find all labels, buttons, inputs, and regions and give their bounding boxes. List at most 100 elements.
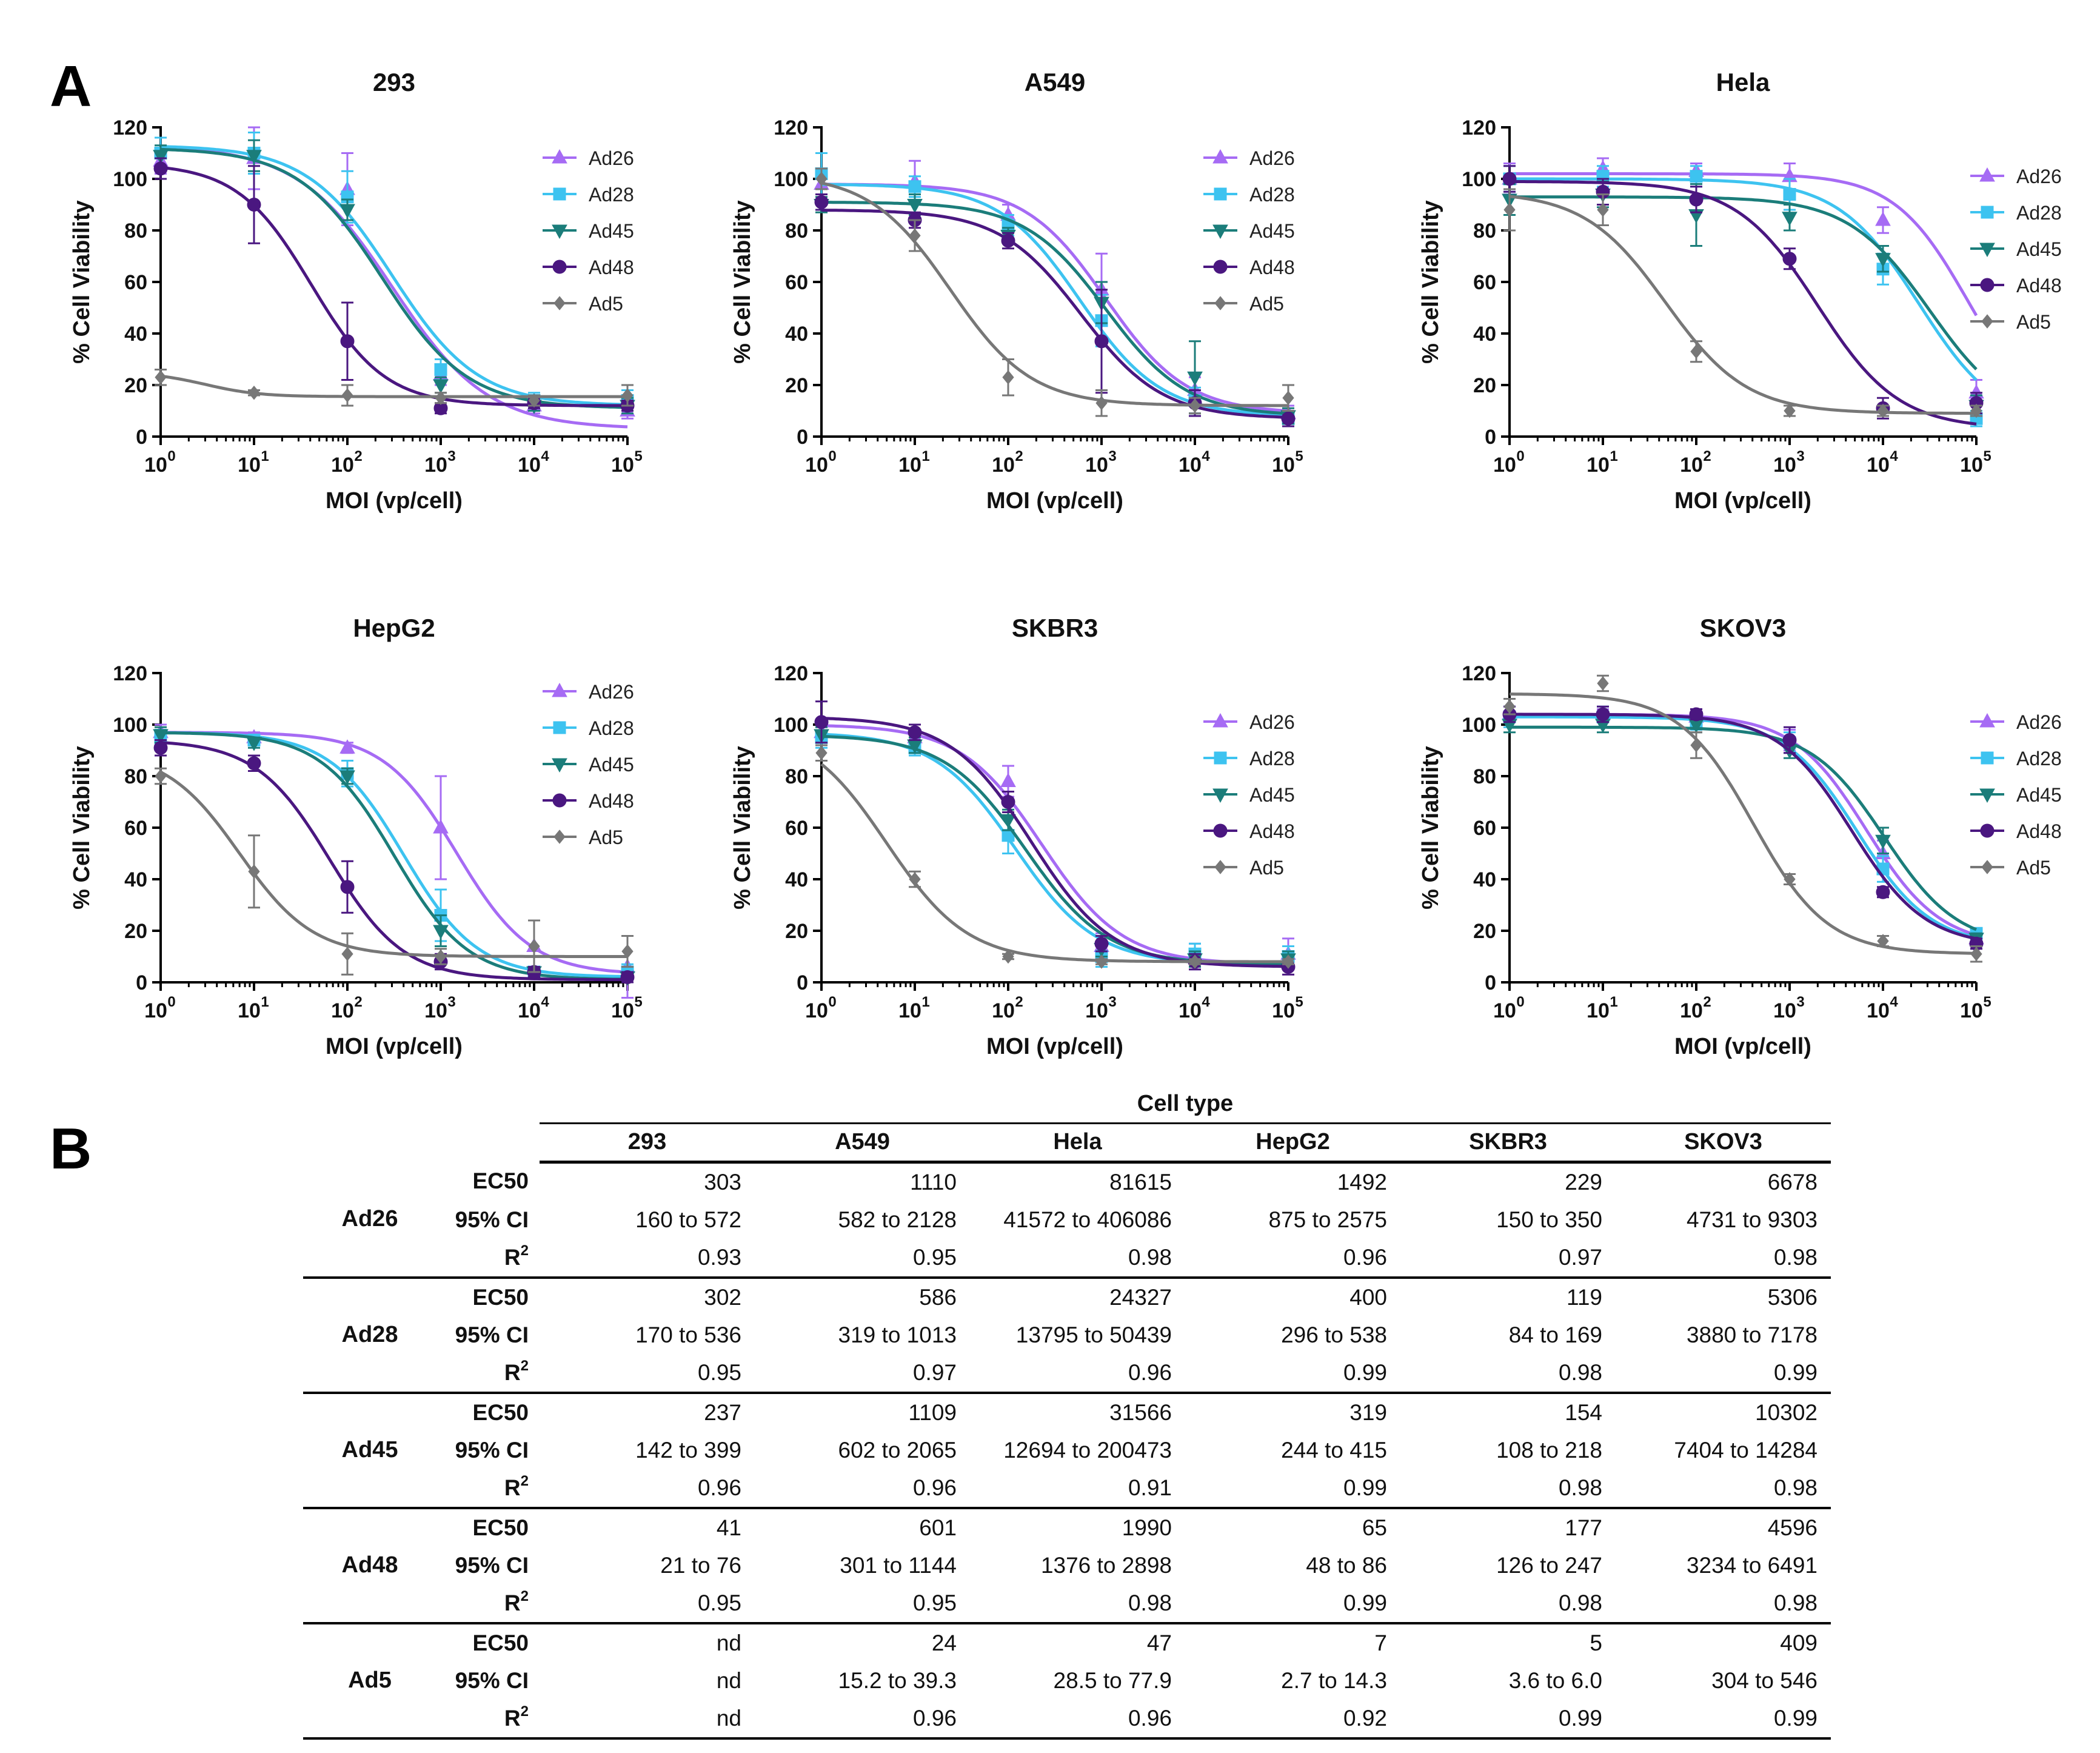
x-tick-exponent: 3: [1796, 448, 1804, 464]
x-tick-exponent: 2: [1015, 448, 1023, 464]
chart-title: 293: [373, 68, 415, 96]
table-cell: 41: [716, 1515, 741, 1540]
x-tick-label: 10: [805, 454, 828, 477]
data-point-ad45: [1782, 212, 1797, 226]
x-axis-label: MOI (vp/cell): [1674, 488, 1811, 514]
data-point-ad45: [907, 199, 923, 213]
data-point-ad48: [247, 198, 261, 212]
y-tick-label: 20: [785, 920, 808, 943]
table-cell: 142 to 399: [635, 1437, 741, 1463]
y-tick-label: 60: [124, 271, 147, 294]
data-point-ad5: [1970, 403, 1982, 418]
legend-marker-ad5: [1214, 860, 1226, 874]
table-cell: 0.99: [1185, 1469, 1400, 1509]
table-cell: 229: [1565, 1169, 1602, 1195]
table-caption: Cell type: [540, 1085, 1831, 1124]
legend-marker-ad45: [552, 224, 567, 240]
legend-label: Ad45: [1249, 220, 1295, 242]
y-tick-label: 60: [785, 271, 808, 294]
data-point-ad5: [621, 944, 634, 959]
legend-marker-ad45: [552, 758, 567, 773]
data-point-ad5: [1597, 676, 1609, 691]
y-tick-label: 20: [124, 920, 147, 943]
x-axis-label: MOI (vp/cell): [326, 1034, 463, 1059]
data-point-ad5: [248, 864, 260, 879]
table-cell: 108 to 218: [1496, 1437, 1602, 1463]
legend-marker-ad48: [552, 260, 567, 274]
y-tick-label: 60: [785, 817, 808, 840]
legend-label: Ad48: [589, 790, 634, 812]
x-tick-exponent: 4: [1890, 994, 1898, 1010]
x-tick-label: 10: [518, 999, 541, 1022]
legend-label: Ad26: [1249, 711, 1295, 733]
table-row: Ad45 EC50 237 1109 31566 319 154 10302: [303, 1392, 1831, 1509]
y-tick-label: 80: [785, 220, 808, 243]
data-point-ad48: [153, 161, 168, 176]
data-point-ad48: [1782, 252, 1797, 266]
data-point-ad5: [1690, 344, 1702, 359]
table-cell: 24: [931, 1630, 957, 1655]
legend-marker-ad45: [1979, 243, 1995, 258]
column-header: HepG2: [1185, 1123, 1400, 1164]
data-point-ad5: [435, 949, 447, 964]
fit-curve-ad5: [1509, 195, 1976, 415]
x-tick-exponent: 1: [1610, 448, 1617, 464]
data-point-ad5: [1189, 398, 1201, 413]
r2-superscript: 2: [520, 1587, 529, 1604]
table-cell: 244 to 415: [1281, 1437, 1387, 1463]
table-cell: 0.91: [970, 1469, 1185, 1509]
fit-curve-ad28: [160, 145, 628, 406]
table-cell: 0.92: [1185, 1699, 1400, 1740]
table-row: 95% CI 160 to 572 582 to 2128 41572 to 4060…: [303, 1201, 1831, 1239]
data-point-ad45: [1000, 814, 1016, 829]
x-tick-label: 10: [1960, 999, 1983, 1022]
table-row: 95% CI 170 to 536 319 to 1013 13795 to 5043…: [303, 1316, 1831, 1354]
y-tick-label: 120: [774, 116, 808, 139]
x-tick-label: 10: [611, 999, 634, 1022]
table-cell: 126 to 247: [1496, 1552, 1602, 1578]
table-cell: 0.98: [1616, 1469, 1831, 1509]
x-tick-exponent: 3: [1796, 994, 1804, 1010]
y-tick-label: 120: [113, 662, 147, 685]
table-row: R2 0.95 0.97 0.96 0.99 0.98 0.99: [303, 1353, 1831, 1394]
legend-label: Ad48: [589, 256, 634, 278]
legend-label: Ad5: [1249, 857, 1284, 879]
legend-label: Ad28: [2016, 202, 2062, 224]
table-cell: 10302: [1755, 1399, 1817, 1425]
x-tick-label: 10: [238, 454, 261, 477]
legend-marker-ad26: [1979, 712, 1995, 728]
legend-marker-ad45: [1212, 788, 1228, 803]
chart-title: Hela: [1716, 68, 1770, 96]
param-label-ec50: EC50: [472, 1168, 529, 1194]
table-cell: 586: [919, 1284, 957, 1310]
fit-curve-ad5: [1510, 692, 1976, 955]
data-point-ad5: [1784, 403, 1796, 418]
table-cell: 0.96: [970, 1353, 1185, 1394]
legend-marker-ad5: [553, 296, 566, 310]
data-point-ad48: [1782, 733, 1797, 747]
data-point-ad48: [1281, 411, 1296, 426]
x-tick-exponent: 5: [634, 448, 642, 464]
legend-marker-ad5: [1981, 860, 1993, 874]
table-cell: 0.98: [1400, 1353, 1616, 1394]
column-header: SKOV3: [1616, 1123, 1831, 1164]
y-tick-label: 0: [136, 426, 147, 449]
param-label-r2: R2: [436, 1584, 540, 1624]
legend-marker-ad5: [1981, 314, 1993, 329]
legend-marker-ad26: [1979, 167, 1995, 182]
y-tick-label: 80: [785, 765, 808, 788]
x-tick-exponent: 0: [1516, 994, 1524, 1010]
legend-label: Ad28: [1249, 748, 1295, 769]
x-tick-label: 10: [898, 999, 921, 1022]
data-point-ad5: [155, 769, 167, 783]
table-row: Ad26 EC50 303 1110 81615 1492 229 6678: [303, 1162, 1831, 1279]
fit-curve-ad45: [1510, 195, 1978, 370]
y-tick-label: 20: [1473, 374, 1496, 397]
data-point-ad5: [1282, 390, 1294, 406]
fit-curve-ad45: [160, 147, 628, 409]
